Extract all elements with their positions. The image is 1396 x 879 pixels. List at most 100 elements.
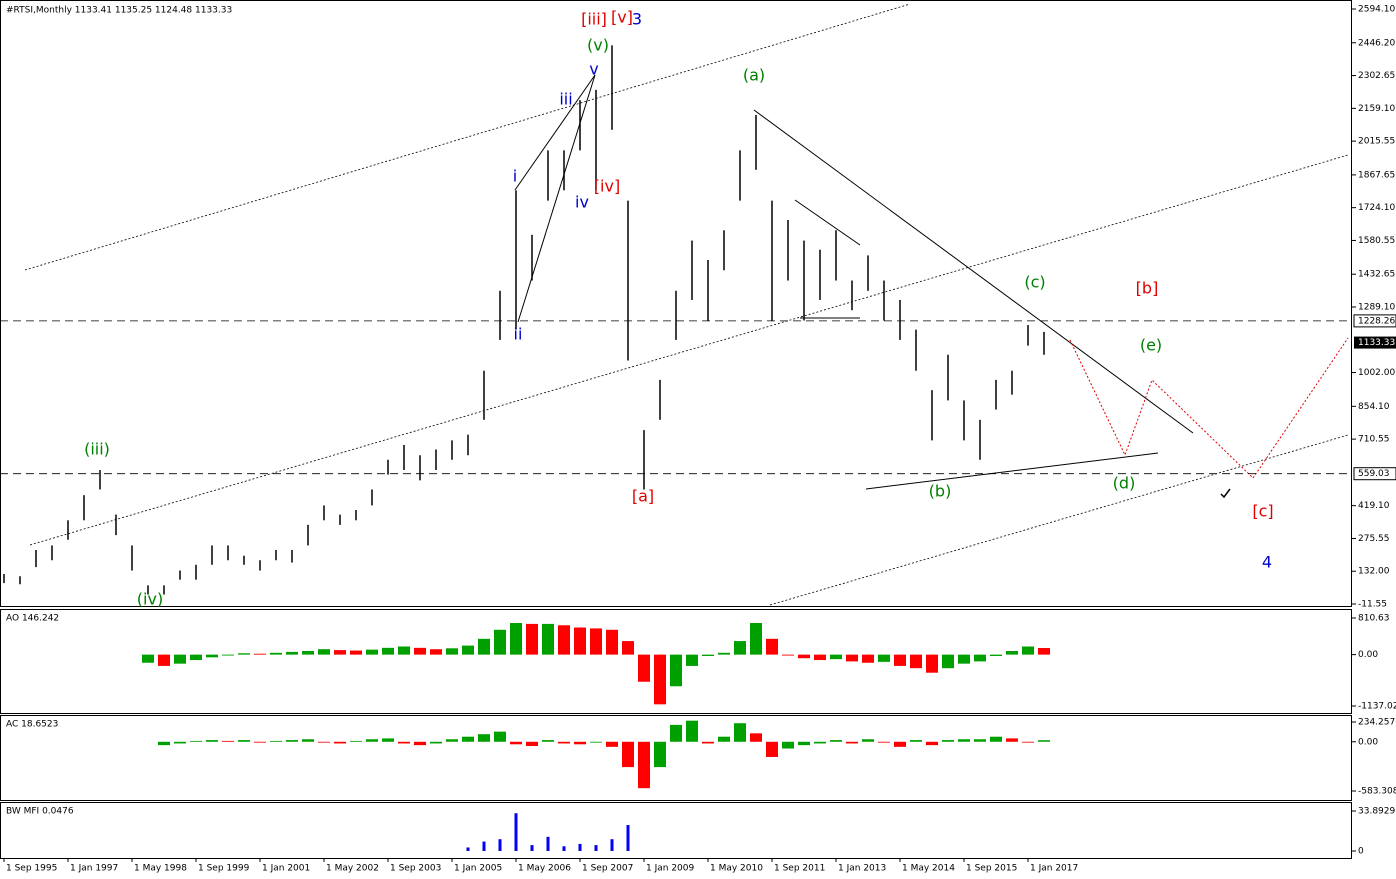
osc-bar bbox=[734, 723, 746, 742]
osc-bar bbox=[222, 654, 234, 656]
osc-bar bbox=[846, 654, 858, 662]
osc-bar bbox=[206, 740, 218, 742]
osc-bar bbox=[830, 740, 842, 742]
osc-bar bbox=[878, 741, 890, 743]
y-tick-label: 1724.10 bbox=[1358, 203, 1395, 213]
wave-label: (b) bbox=[929, 482, 952, 501]
osc-bar bbox=[622, 741, 634, 768]
y-tick-label: 0 bbox=[1358, 847, 1364, 857]
osc-bar bbox=[910, 654, 922, 669]
osc-bar bbox=[222, 740, 234, 742]
osc-bar bbox=[334, 741, 346, 744]
osc-bar bbox=[510, 741, 522, 745]
y-tick-label: 33.8929 bbox=[1358, 807, 1395, 817]
wave-label: iv bbox=[575, 193, 589, 212]
wave-label: [a] bbox=[632, 487, 654, 506]
current-price-label: 1133.33 bbox=[1358, 338, 1395, 348]
y-tick-label: 1002.00 bbox=[1358, 368, 1395, 378]
x-tick-label: 1 Sep 2015 bbox=[966, 864, 1017, 874]
osc-bar bbox=[670, 654, 682, 687]
mfi-bar bbox=[562, 846, 566, 851]
level-label: 559.03 bbox=[1358, 469, 1390, 479]
y-tick-label: 2159.10 bbox=[1358, 104, 1395, 114]
y-tick-label: 1289.10 bbox=[1358, 302, 1395, 312]
x-tick-label: 1 Jan 2013 bbox=[838, 864, 886, 874]
wave-label: iii bbox=[559, 90, 572, 109]
osc-bar bbox=[190, 740, 202, 742]
osc-bar bbox=[606, 629, 618, 655]
osc-bar bbox=[910, 740, 922, 742]
osc-bar bbox=[286, 651, 298, 655]
x-tick-label: 1 Sep 2011 bbox=[774, 864, 825, 874]
y-tick-label: 2594.10 bbox=[1358, 5, 1395, 15]
osc-bar bbox=[990, 654, 1002, 656]
osc-bar bbox=[958, 654, 970, 664]
osc-bar bbox=[942, 654, 954, 669]
ac-panel bbox=[0, 715, 1352, 801]
osc-bar bbox=[334, 650, 346, 655]
level-label-box bbox=[1353, 314, 1396, 328]
x-tick-label: 1 Jan 2005 bbox=[454, 864, 502, 874]
osc-bar bbox=[574, 741, 586, 745]
y-tick-label: 2302.65 bbox=[1358, 71, 1395, 81]
osc-bar bbox=[382, 738, 394, 742]
x-tick-label: 1 May 2006 bbox=[518, 864, 571, 874]
osc-bar bbox=[382, 647, 394, 655]
mfi-bar bbox=[514, 813, 518, 851]
price-panel bbox=[0, 0, 1352, 607]
ao-panel bbox=[0, 609, 1352, 714]
osc-bar bbox=[542, 623, 554, 655]
osc-bar bbox=[798, 654, 810, 659]
ao-title: AO 146.242 bbox=[6, 614, 59, 624]
osc-bar bbox=[1022, 646, 1034, 655]
channel-lines bbox=[24, 3, 1349, 606]
x-tick-label: 1 Sep 1995 bbox=[6, 864, 57, 874]
osc-bar bbox=[238, 740, 250, 742]
osc-bar bbox=[830, 654, 842, 660]
osc-bar bbox=[974, 739, 986, 742]
osc-bar bbox=[894, 741, 906, 747]
osc-bar bbox=[398, 741, 410, 744]
osc-bar bbox=[190, 654, 202, 661]
y-tick-label: 275.55 bbox=[1358, 534, 1390, 544]
osc-bar bbox=[270, 740, 282, 742]
osc-bar bbox=[718, 736, 730, 742]
osc-bar bbox=[494, 629, 506, 655]
osc-bar bbox=[1006, 738, 1018, 742]
osc-bar bbox=[318, 741, 330, 743]
osc-bar bbox=[686, 654, 698, 666]
osc-bar bbox=[974, 654, 986, 662]
level-label: 1228.26 bbox=[1358, 316, 1395, 326]
wave-label: (iv) bbox=[137, 590, 163, 609]
osc-bar bbox=[766, 638, 778, 655]
osc-bar bbox=[462, 736, 474, 742]
x-tick-label: 1 May 2014 bbox=[902, 864, 955, 874]
osc-bar bbox=[350, 650, 362, 655]
wave-label: (e) bbox=[1140, 336, 1162, 355]
osc-bar bbox=[478, 734, 490, 742]
osc-bar bbox=[430, 649, 442, 655]
osc-bar bbox=[686, 720, 698, 742]
osc-bar bbox=[574, 627, 586, 655]
mfi-bar bbox=[530, 845, 534, 851]
osc-bar bbox=[1006, 651, 1018, 655]
mfi-bar bbox=[610, 839, 614, 851]
osc-bar bbox=[510, 622, 522, 655]
x-tick-label: 1 Sep 1999 bbox=[198, 864, 250, 874]
osc-bar bbox=[366, 739, 378, 742]
mfi-bar bbox=[626, 825, 630, 851]
osc-bar bbox=[158, 654, 170, 666]
y-tick-label: 234.2576 bbox=[1358, 718, 1396, 728]
price-title: #RTSI,Monthly 1133.41 1135.25 1124.48 11… bbox=[6, 6, 232, 16]
osc-bar bbox=[734, 641, 746, 655]
osc-bar bbox=[542, 740, 554, 742]
y-tick-label: -1137.025 bbox=[1358, 702, 1396, 712]
osc-bar bbox=[638, 654, 650, 682]
wave-label: [iv] bbox=[594, 177, 620, 196]
wave-label: (v) bbox=[587, 36, 609, 55]
x-tick-label: 1 May 2010 bbox=[710, 864, 763, 874]
osc-bar bbox=[590, 741, 602, 743]
y-tick-label: 854.10 bbox=[1358, 402, 1390, 412]
